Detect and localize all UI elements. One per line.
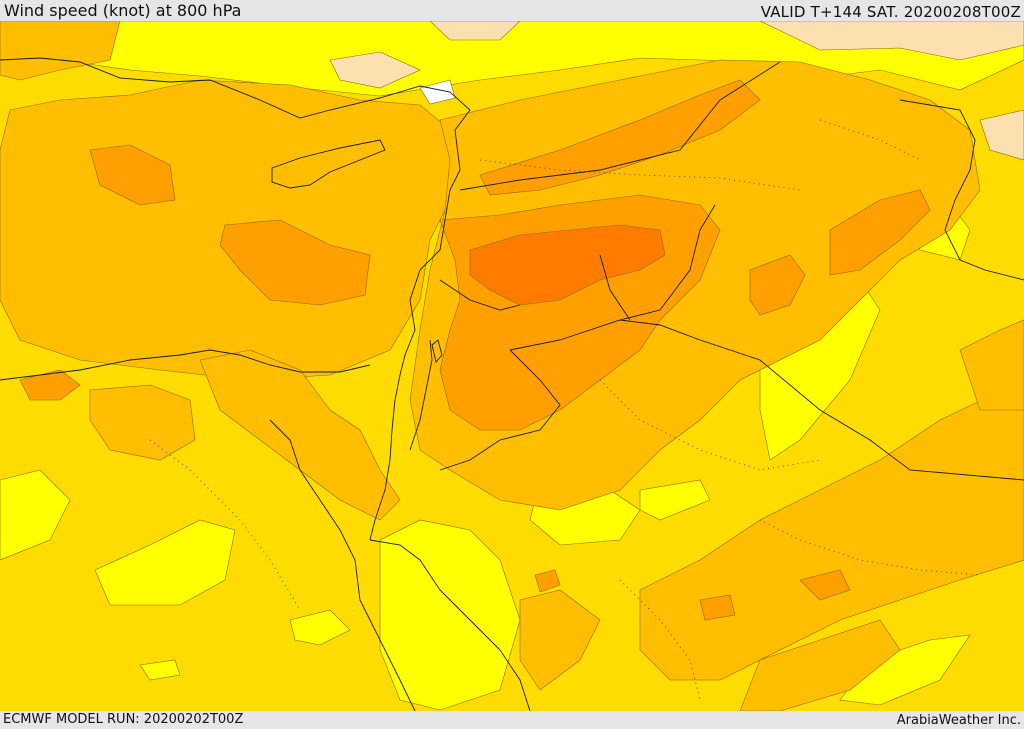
border-jordan-saudi [509, 319, 1024, 481]
zone-syria-orange [479, 79, 761, 196]
zone-egypt-amber [89, 384, 196, 461]
zone-bottom-orange-1 [534, 569, 561, 593]
coast-cyprus [271, 139, 386, 189]
wind-speed-map [0, 21, 1024, 711]
zone-saudi-amber-2 [519, 589, 601, 691]
coast-gulf [899, 99, 1024, 281]
zone-east-amber [959, 319, 1024, 411]
zone-southeast-amber [739, 619, 901, 711]
lake-tiberias [431, 339, 443, 363]
model-run-label: ECMWF MODEL RUN: 20200202T00Z [3, 712, 244, 727]
max-speed-zones [469, 224, 666, 306]
zone-north-yellow [0, 21, 1024, 97]
dotted-boundary-2 [149, 439, 301, 611]
coast-red-sea-east [369, 539, 531, 711]
coast-egypt-north [0, 349, 371, 381]
border-syria-iraq [459, 61, 781, 191]
zone-west-yellow-2 [94, 519, 236, 606]
credit-label: ArabiaWeather Inc. [896, 713, 1021, 728]
zone-southeast-yellow [839, 634, 971, 706]
zone-turkey-amber [0, 21, 121, 81]
coast-levant [369, 189, 451, 541]
border-saudi-north [439, 349, 561, 471]
map-canvas [0, 21, 1024, 711]
border-jordan-east [599, 254, 631, 321]
calm-patch-1 [419, 79, 456, 105]
zone-max-jordan [469, 224, 666, 306]
header-bar: Wind speed (knot) at 800 hPa VALID T+144… [0, 0, 1024, 21]
zone-west-yellow-1 [0, 469, 71, 561]
zone-bottom-left-yellow [139, 659, 181, 681]
zone-sinai-yellow [379, 519, 521, 711]
coast-gulf-aqaba [409, 339, 433, 451]
zone-northwest-cream [429, 21, 521, 41]
zone-iraq-orange [829, 189, 931, 276]
zone-east-cream [979, 109, 1024, 161]
zone-south-yellow [639, 479, 711, 521]
border-iraq-saudi [619, 204, 716, 321]
map-title: Wind speed (knot) at 800 hPa [4, 1, 242, 20]
coast-red-sea-west [269, 419, 416, 711]
zone-bottom-orange-2 [799, 569, 851, 601]
geo-lines [0, 57, 1024, 711]
zone-bottom-orange-3 [699, 594, 736, 621]
zone-saudi-amber-1 [639, 379, 1024, 681]
dotted-boundaries [149, 119, 981, 701]
valid-time-label: VALID T+144 SAT. 20200208T00Z [760, 3, 1021, 21]
dotted-boundary-3 [479, 159, 801, 191]
zone-east-orange-1 [749, 254, 806, 316]
zone-bottom-mid-yellow [289, 609, 351, 646]
very-low-speed-zones [329, 21, 1024, 161]
zone-sinai-amber [199, 349, 401, 521]
zone-cyprus-orange [89, 144, 176, 206]
zone-mediterranean-orange [219, 219, 371, 306]
zone-libya-orange [19, 369, 81, 401]
zone-north-cream [329, 51, 421, 89]
zone-northeast-cream [759, 21, 1024, 61]
coast-turkey [0, 57, 471, 191]
footer-bar: ECMWF MODEL RUN: 20200202T00Z ArabiaWeat… [0, 711, 1024, 729]
border-israel [439, 279, 521, 311]
